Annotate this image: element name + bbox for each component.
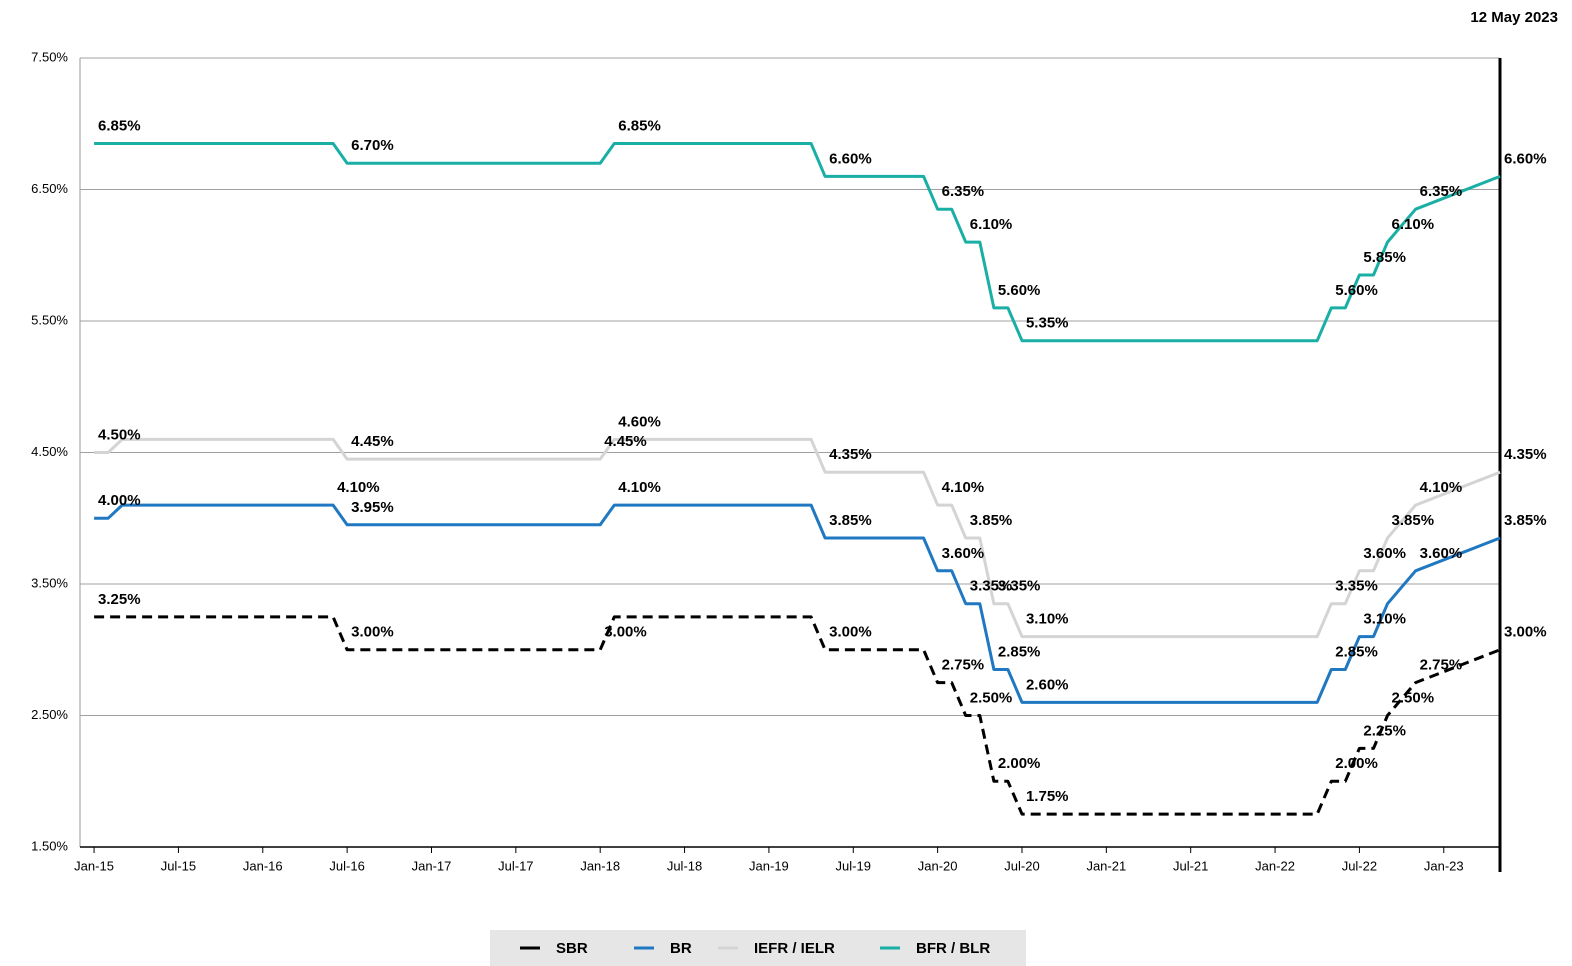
data-label: 4.60% [618, 413, 661, 430]
data-label: 3.85% [970, 512, 1013, 529]
data-label: 3.10% [1363, 611, 1406, 628]
x-tick-label: Jul-17 [498, 858, 533, 873]
data-label: 6.35% [942, 183, 985, 200]
data-label: 4.10% [1420, 479, 1463, 496]
y-tick-label: 6.50% [31, 181, 68, 196]
legend-label: IEFR / IELR [754, 940, 835, 957]
x-tick-label: Jan-18 [580, 858, 620, 873]
data-label: 2.50% [1392, 689, 1435, 706]
x-tick-label: Jul-19 [836, 858, 871, 873]
data-label: 2.25% [1363, 722, 1406, 739]
series-line [94, 615, 1501, 816]
data-label: 3.60% [1420, 545, 1463, 562]
data-label: 4.35% [1504, 446, 1547, 463]
legend-label: SBR [556, 940, 588, 957]
y-tick-label: 7.50% [31, 49, 68, 64]
x-tick-label: Jul-18 [667, 858, 702, 873]
data-label: 3.95% [351, 499, 394, 516]
x-tick-label: Jul-22 [1342, 858, 1377, 873]
data-label: 2.75% [942, 657, 985, 674]
data-label: 6.10% [970, 216, 1013, 233]
x-tick-label: Jan-19 [749, 858, 789, 873]
date-annotation: 12 May 2023 [1470, 9, 1558, 26]
data-label: 3.35% [970, 578, 1013, 595]
series-line [94, 503, 1501, 704]
legend-box [490, 930, 1026, 966]
data-label: 5.60% [1335, 282, 1378, 299]
data-label: 2.50% [970, 689, 1013, 706]
x-tick-label: Jan-22 [1255, 858, 1295, 873]
data-label: 3.85% [1504, 512, 1547, 529]
x-tick-label: Jan-23 [1424, 858, 1464, 873]
y-tick-label: 2.50% [31, 707, 68, 722]
data-label: 1.75% [1026, 788, 1069, 805]
data-label: 2.85% [998, 643, 1041, 660]
data-label: 2.00% [1335, 755, 1378, 772]
data-label: 2.60% [1026, 676, 1069, 693]
y-tick-label: 3.50% [31, 575, 68, 590]
data-label: 6.70% [351, 137, 394, 154]
x-tick-label: Jul-16 [329, 858, 364, 873]
x-tick-label: Jul-15 [161, 858, 196, 873]
data-label: 2.75% [1420, 657, 1463, 674]
data-label: 4.45% [351, 433, 394, 450]
data-label: 3.00% [351, 624, 394, 641]
x-tick-label: Jan-15 [74, 858, 114, 873]
data-label: 3.00% [604, 624, 647, 641]
data-label: 6.10% [1392, 216, 1435, 233]
series-line [94, 142, 1501, 343]
data-label: 3.85% [1392, 512, 1435, 529]
data-label: 3.35% [998, 578, 1041, 595]
data-label: 5.60% [998, 282, 1041, 299]
legend-label: BFR / BLR [916, 940, 990, 957]
legend-label: BR [670, 940, 692, 957]
data-label: 4.10% [618, 479, 661, 496]
data-label: 4.35% [829, 446, 872, 463]
data-label: 4.00% [98, 492, 141, 509]
data-label: 4.10% [942, 479, 985, 496]
data-label: 2.85% [1335, 643, 1378, 660]
data-label: 3.00% [829, 624, 872, 641]
data-label: 4.45% [604, 433, 647, 450]
data-label: 5.85% [1363, 249, 1406, 266]
y-tick-label: 1.50% [31, 838, 68, 853]
data-label: 3.10% [1026, 611, 1069, 628]
data-label: 6.60% [1504, 150, 1547, 167]
data-label: 3.60% [1363, 545, 1406, 562]
data-label: 4.10% [337, 479, 380, 496]
data-label: 6.60% [829, 150, 872, 167]
x-tick-label: Jan-20 [918, 858, 958, 873]
x-tick-label: Jan-16 [243, 858, 283, 873]
data-label: 3.00% [1504, 624, 1547, 641]
data-label: 3.25% [98, 591, 141, 608]
x-tick-label: Jan-17 [412, 858, 452, 873]
data-label: 6.35% [1420, 183, 1463, 200]
x-tick-label: Jul-21 [1173, 858, 1208, 873]
data-label: 5.35% [1026, 315, 1069, 332]
data-label: 3.60% [942, 545, 985, 562]
data-label: 3.35% [1335, 578, 1378, 595]
data-label: 3.85% [829, 512, 872, 529]
x-tick-label: Jan-21 [1086, 858, 1126, 873]
data-label: 6.85% [98, 117, 141, 134]
data-label: 6.85% [618, 117, 661, 134]
x-tick-label: Jul-20 [1004, 858, 1039, 873]
data-label: 2.00% [998, 755, 1041, 772]
data-label: 4.50% [98, 426, 141, 443]
series-line [94, 437, 1501, 639]
y-tick-label: 5.50% [31, 312, 68, 327]
y-tick-label: 4.50% [31, 444, 68, 459]
